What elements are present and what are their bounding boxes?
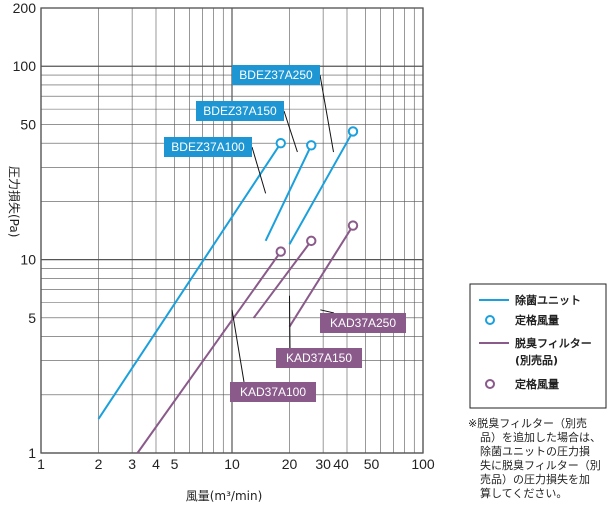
- callout-bdez37a100: BDEZ37A100: [164, 137, 267, 194]
- legend-deodorizing-rated-label: 定格風量: [515, 377, 559, 391]
- series-label: KAD37A250: [330, 316, 396, 330]
- footnote: ※脱臭フィルター（別売 品）を追加した場合は、 除菌ユニットの圧力損 失に脱臭フ…: [468, 416, 601, 500]
- y-tick-label: 50: [20, 116, 36, 132]
- y-tick-label: 200: [13, 0, 37, 16]
- series-label: BDEZ37A100: [171, 140, 245, 154]
- callout-label-box: [196, 101, 284, 121]
- series-label: BDEZ37A150: [203, 104, 277, 118]
- callout-label-box: [164, 137, 252, 157]
- callout-leader-line: [320, 309, 335, 314]
- footnote-line: 売品）の圧力損失を加: [480, 472, 590, 486]
- callout-leader-line: [251, 146, 267, 194]
- rated-airflow-point-bdez37a150: [306, 140, 317, 151]
- callout-bdez37a150: BDEZ37A150: [196, 101, 298, 153]
- x-tick-label: 3: [128, 456, 136, 472]
- footnote-line: 品）を追加した場合は、: [480, 430, 601, 444]
- footnote-line: 除菌ユニットの圧力損: [480, 444, 590, 458]
- series-label: BDEZ37A250: [239, 68, 313, 82]
- callout-leader-line: [231, 309, 245, 383]
- y-axis-title: 圧力損失(Pa): [7, 166, 22, 237]
- x-tick-label: 100: [411, 456, 435, 472]
- x-tick-label: 4: [152, 456, 160, 472]
- chart-series: [97, 126, 359, 454]
- footnote-line: 算してください。: [480, 486, 567, 500]
- legend-deodorizing-sub-label: (別売品): [515, 353, 558, 367]
- y-tick-label: 1: [28, 445, 36, 461]
- x-axis-title: 風量(m³/min): [186, 489, 263, 503]
- x-tick-label: 1: [37, 456, 45, 472]
- legend-sterilization-rated-label: 定格風量: [515, 313, 559, 327]
- callout-leader-line: [283, 110, 298, 153]
- series-label: KAD37A150: [286, 351, 352, 365]
- legend-sterilization-rated-marker: [485, 315, 495, 325]
- callout-label-box: [276, 348, 362, 368]
- callout-bdez37a250: BDEZ37A250: [232, 65, 335, 153]
- callout-label-box: [320, 313, 406, 333]
- callout-kad37a100: KAD37A100: [230, 309, 316, 402]
- x-tick-label: 50: [364, 456, 380, 472]
- y-tick-label: 100: [13, 58, 37, 74]
- x-tick-label: 20: [282, 456, 298, 472]
- legend-deodorizing-rated-marker: [485, 379, 495, 389]
- rated-airflow-point-kad37a250: [347, 220, 359, 231]
- rated-airflow-point-bdez37a100: [275, 137, 286, 149]
- chart-callouts: BDEZ37A100 BDEZ37A150 BDEZ37A250 KAD37A100 K…: [164, 65, 406, 402]
- x-tick-label: 30: [315, 456, 331, 472]
- y-tick-label: 10: [20, 252, 36, 268]
- callout-label-box: [232, 65, 320, 85]
- callout-leader-line: [319, 74, 335, 153]
- x-tick-label: 2: [95, 456, 103, 472]
- x-tick-label: 10: [224, 456, 240, 472]
- x-tick-label: 40: [333, 456, 349, 472]
- rated-airflow-point-bdez37a250: [347, 126, 359, 137]
- rated-airflow-point-kad37a150: [306, 235, 317, 247]
- series-line-kad37a250: [288, 225, 354, 328]
- series-label: KAD37A100: [240, 385, 306, 399]
- callout-kad37a150: KAD37A150: [276, 295, 362, 368]
- series-line-kad37a100: [136, 251, 282, 454]
- rated-airflow-point-kad37a100: [275, 246, 286, 257]
- y-tick-label: 5: [28, 310, 36, 326]
- series-line-bdez37a250: [288, 130, 354, 245]
- series-line-bdez37a150: [264, 144, 313, 242]
- x-tick-label: 5: [171, 456, 179, 472]
- callout-label-box: [230, 382, 316, 402]
- footnote-line: 失に脱臭フィルター（別: [480, 458, 601, 472]
- legend-sterilization-label: 除菌ユニット: [515, 293, 581, 307]
- series-line-kad37a150: [252, 240, 313, 319]
- footnote-line: ※脱臭フィルター（別売: [468, 416, 587, 430]
- legend: 除菌ユニット 定格風量 脱臭フィルター (別売品) 定格風量: [469, 283, 607, 409]
- series-line-bdez37a100: [97, 142, 282, 420]
- legend-deodorizing-label: 脱臭フィルター: [515, 336, 592, 350]
- callout-kad37a250: KAD37A250: [320, 309, 406, 333]
- callout-leader-line: [288, 295, 291, 349]
